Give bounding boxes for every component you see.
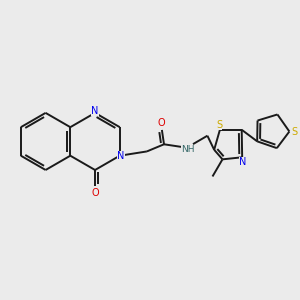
Text: S: S	[291, 127, 297, 136]
Text: N: N	[91, 106, 99, 116]
Text: N: N	[239, 157, 246, 167]
Text: O: O	[91, 188, 99, 198]
Text: S: S	[216, 120, 222, 130]
Text: NH: NH	[181, 145, 194, 154]
Text: N: N	[118, 151, 125, 161]
Text: O: O	[157, 118, 165, 128]
